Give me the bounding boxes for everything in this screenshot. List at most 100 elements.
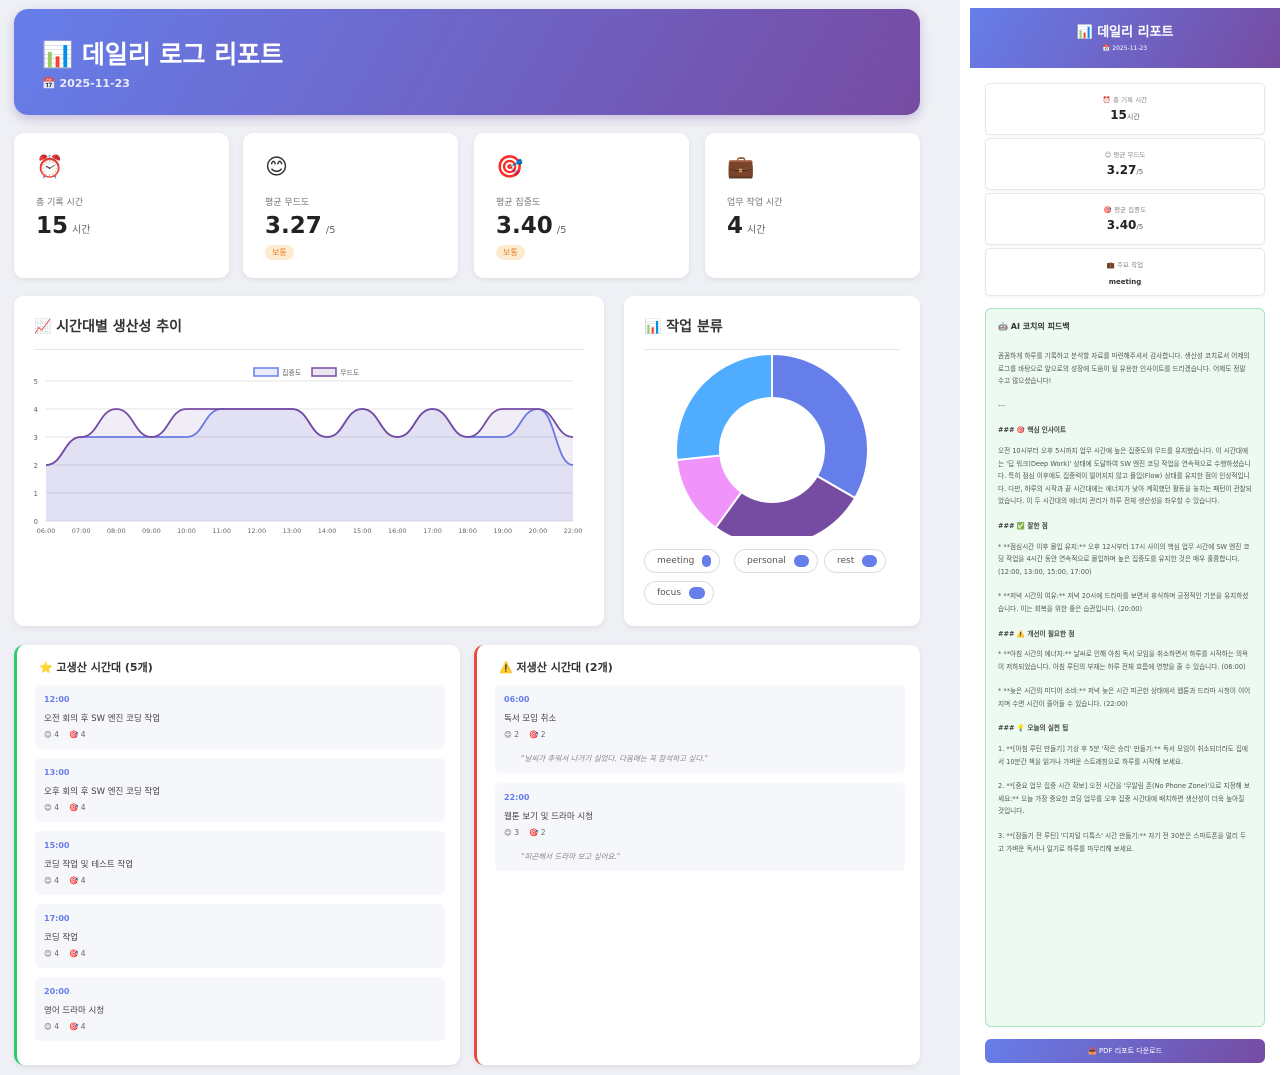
slot-time: 22:00	[504, 793, 530, 802]
legend-item: personal	[734, 549, 818, 573]
stat-number: 4	[727, 213, 744, 239]
x-tick-label: 09:00	[142, 527, 161, 535]
summary-unit: /5	[1136, 168, 1144, 176]
slot-scores: 😊 3 🎯 2	[504, 828, 555, 837]
summary-card: ⏰ 총 기록 시간 15시간	[985, 83, 1265, 135]
legend-badge	[793, 555, 809, 567]
summary-number: 15	[1110, 108, 1127, 122]
slot-scores: 😊 4 🎯 4	[44, 730, 95, 739]
summary-card: 😊 평균 무드도 3.27/5	[985, 138, 1265, 190]
stat-icon: 🎯	[496, 155, 524, 180]
time-slot: 20:00 영어 드라마 시청 😊 4 🎯 4	[35, 977, 445, 1041]
stat-card: 💼 업무 작업 시간 4 시간	[705, 133, 920, 278]
download-button[interactable]: 📥 PDF 리포트 다운로드	[985, 1039, 1265, 1063]
feedback-paragraph: * **저녁 시간의 여유:** 저녁 20시에 드라마를 보면서 휴식하며 긍…	[998, 592, 1249, 613]
legend-label: focus	[657, 588, 682, 598]
feedback-paragraph: 2. **[중요 업무 집중 시간 확보] 오전 시간을 '무알림 존(No P…	[998, 782, 1250, 816]
stat-label: 평균 집중도	[496, 198, 541, 208]
summary-unit: /5	[1136, 223, 1144, 231]
slot-task: 웹툰 보기 및 드라마 시청	[504, 812, 594, 822]
pie-segment	[675, 352, 773, 462]
slot-time: 20:00	[44, 987, 70, 996]
slot-focus: 🎯 2	[528, 730, 546, 739]
legend-item: rest	[824, 549, 886, 573]
y-tick-label: 5	[34, 378, 38, 386]
stat-number: 15	[36, 213, 69, 239]
feedback-paragraph: ---	[998, 401, 1006, 410]
y-tick-label: 4	[34, 406, 39, 414]
x-tick-label: 14:00	[318, 527, 337, 535]
series-area	[46, 409, 573, 521]
stat-card: ⏰ 총 기록 시간 15 시간	[14, 133, 229, 278]
summary-label: 🎯 평균 집중도	[1103, 206, 1147, 214]
x-tick-label: 10:00	[177, 527, 196, 535]
y-tick-label: 1	[34, 490, 38, 498]
divider	[644, 349, 900, 350]
chart-title: 📊 작업 분류	[644, 319, 723, 335]
divider	[34, 349, 584, 350]
feedback-paragraph: 오전 10시부터 오후 5시까지 업무 시간에 높은 집중도와 무드를 유지했습…	[998, 446, 1252, 506]
y-tick-label: 0	[34, 518, 38, 526]
slot-focus: 🎯 4	[68, 876, 86, 885]
summary-value: 15시간	[986, 108, 1264, 122]
slot-mood: 😊 4	[44, 949, 59, 958]
slot-task: 코딩 작업 및 테스트 작업	[44, 860, 134, 870]
x-tick-label: 18:00	[458, 527, 477, 535]
slot-scores: 😊 4 🎯 4	[44, 949, 95, 958]
time-slot: 06:00 독서 모임 취소 😊 2 🎯 2 "날씨가 추워서 나가기 싫었다. 다음에…	[495, 685, 905, 773]
feedback-paragraph: * **점심시간 이후 몰입 유지:** 오후 12시부터 17시 사이의 핵심…	[998, 542, 1250, 576]
legend-label: rest	[837, 556, 855, 566]
slot-focus: 🎯 4	[68, 1022, 86, 1031]
legend-item: meeting	[644, 549, 720, 573]
stat-badge: 보통	[265, 245, 294, 260]
sidebar-date: 📅 2025-11-23	[1102, 45, 1148, 52]
x-tick-label: 22:00	[564, 527, 583, 535]
summary-unit: 시간	[1126, 113, 1140, 121]
slot-scores: 😊 4 🎯 4	[44, 803, 95, 812]
pie-segment	[771, 352, 869, 500]
summary-label: 😊 평균 무드도	[1104, 151, 1146, 159]
stat-value: 3.40/5	[496, 213, 566, 239]
x-tick-label: 17:00	[423, 527, 442, 535]
stat-card: 😊 평균 무드도 3.27/5 보통	[243, 133, 458, 278]
slot-mood: 😊 4	[44, 730, 59, 739]
stat-icon: 💼	[727, 155, 755, 180]
x-tick-label: 13:00	[283, 527, 302, 535]
feedback-paragraph: ### 🎯 핵심 인사이트	[998, 426, 1067, 435]
x-tick-label: 06:00	[37, 527, 56, 535]
header-date: 📅 2025-11-23	[42, 77, 130, 90]
slot-focus: 🎯 4	[68, 730, 86, 739]
feedback-paragraph: * **아침 시간의 에너지:** 날씨로 인해 아침 독서 모임을 취소하면서…	[998, 650, 1249, 671]
slot-scores: 😊 2 🎯 2	[504, 730, 555, 739]
time-slot: 22:00 웹툰 보기 및 드라마 시청 😊 3 🎯 2 "피곤해서 드라마 보고 싶어…	[495, 783, 905, 871]
slot-mood: 😊 4	[44, 876, 59, 885]
legend-label: meeting	[657, 556, 695, 566]
x-tick-label: 11:00	[212, 527, 231, 535]
sidebar-header: 📊 데일리 리포트 📅 2025-11-23	[970, 8, 1280, 68]
legend-badge	[702, 555, 711, 567]
section-title: ⭐ 고생산 시간대 (5개)	[39, 661, 153, 674]
y-tick-label: 3	[34, 434, 38, 442]
x-tick-label: 19:00	[493, 527, 512, 535]
slot-note: "날씨가 추워서 나가기 싫었다. 다음에는 꼭 참석하고 싶다."	[521, 754, 709, 763]
stat-number: 3.27	[265, 213, 322, 239]
chart-title: 📈 시간대별 생산성 추이	[34, 319, 182, 335]
slot-focus: 🎯 4	[68, 949, 86, 958]
slot-task: 독서 모임 취소	[504, 714, 557, 724]
series-line	[45, 408, 574, 466]
feedback-paragraph: ### 💡 오늘의 실천 팁	[998, 724, 1069, 733]
legend-badge	[689, 587, 705, 599]
slot-time: 12:00	[44, 695, 70, 704]
stat-value: 15 시간	[36, 213, 90, 239]
slot-time: 06:00	[504, 695, 530, 704]
section-title: ⚠️ 저생산 시간대 (2개)	[499, 661, 613, 674]
x-tick-label: 16:00	[388, 527, 407, 535]
header-title: 📊 데일리 로그 리포트	[42, 40, 284, 69]
line-chart: 0 1 2 3 4 5 06:00 07:00 08:00 09:00 10:00 11:00 12:0…	[34, 367, 583, 535]
feedback-paragraph: ### ⚠️ 개선이 필요한 점	[998, 629, 1075, 638]
stat-unit: /5	[325, 225, 336, 236]
feedback-paragraph: ### ✅ 잘한 점	[998, 521, 1048, 530]
time-slot: 12:00 오전 회의 후 SW 엔진 코딩 작업 😊 4 🎯 4	[35, 685, 445, 749]
summary-value: 3.40/5	[986, 218, 1264, 232]
